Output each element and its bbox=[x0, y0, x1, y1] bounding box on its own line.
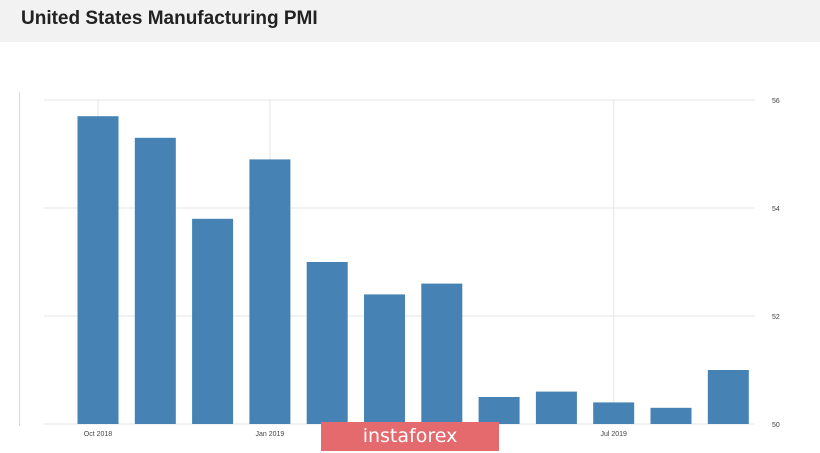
y-tick-label: 54 bbox=[772, 206, 780, 213]
bar bbox=[535, 391, 577, 424]
bar bbox=[134, 137, 176, 425]
x-tick-label: Jan 2019 bbox=[255, 431, 284, 438]
bar bbox=[707, 370, 749, 424]
x-tick-label: Oct 2018 bbox=[84, 431, 113, 438]
y-tick-label: 56 bbox=[772, 98, 780, 105]
instaforex-watermark: instaforex bbox=[321, 422, 499, 451]
x-tick-label: Jul 2019 bbox=[600, 431, 627, 438]
bar bbox=[650, 407, 692, 424]
y-tick-label: 52 bbox=[772, 314, 780, 321]
bar bbox=[364, 294, 405, 424]
page-title: United States Manufacturing PMI bbox=[21, 8, 318, 29]
title-bar: United States Manufacturing PMI bbox=[0, 0, 820, 42]
bar bbox=[593, 402, 635, 424]
bar bbox=[77, 116, 119, 424]
left-border bbox=[19, 92, 20, 426]
bar bbox=[421, 283, 463, 424]
bar bbox=[306, 262, 348, 424]
y-tick-label: 50 bbox=[772, 422, 780, 429]
bar bbox=[249, 159, 291, 424]
bar bbox=[478, 397, 520, 424]
bar bbox=[192, 218, 234, 424]
